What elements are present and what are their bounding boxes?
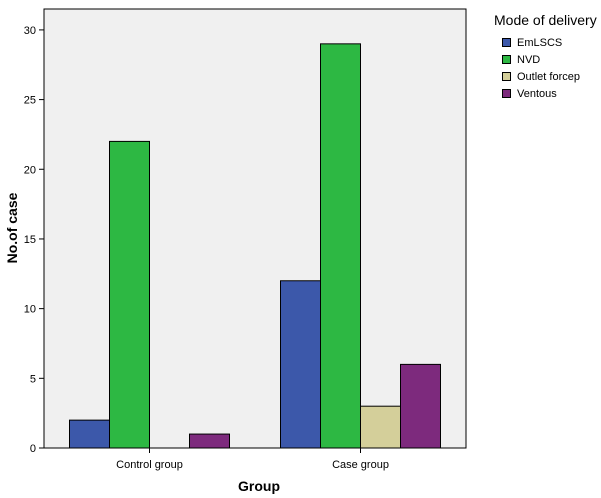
- y-tick-label: 5: [30, 373, 36, 385]
- bar-emlscs: [69, 419, 110, 449]
- bar-ventous: [189, 433, 230, 449]
- legend-swatch-outlet-forcep: [502, 72, 511, 81]
- legend-swatch-nvd: [502, 55, 511, 64]
- legend-item-ventous: Ventous: [502, 85, 597, 102]
- legend-label-ventous: Ventous: [517, 87, 557, 100]
- y-tick-label: 0: [30, 443, 36, 455]
- x-axis-title: Group: [238, 478, 280, 494]
- bar-ventous: [400, 363, 441, 449]
- y-tick-label: 30: [24, 25, 36, 37]
- x-tick-label: Case group: [332, 459, 389, 471]
- y-tick-label: 20: [24, 164, 36, 176]
- y-tick-label: 15: [24, 234, 36, 246]
- x-tick-label: Control group: [116, 459, 183, 471]
- legend-item-outlet-forcep: Outlet forcep: [502, 68, 597, 85]
- legend-swatch-ventous: [502, 89, 511, 98]
- bar-nvd: [320, 43, 361, 449]
- legend-item-nvd: NVD: [502, 51, 597, 68]
- bar-outlet-forcep: [360, 405, 401, 449]
- legend-label-outlet-forcep: Outlet forcep: [517, 70, 580, 83]
- bar-emlscs: [280, 280, 321, 449]
- bar-nvd: [109, 140, 150, 449]
- legend-item-emlscs: EmLSCS: [502, 34, 597, 51]
- legend-label-emlscs: EmLSCS: [517, 36, 563, 49]
- y-tick-label: 25: [24, 95, 36, 107]
- legend-swatch-emlscs: [502, 38, 511, 47]
- y-tick-label: 10: [24, 304, 36, 316]
- legend-label-nvd: NVD: [517, 53, 541, 66]
- y-axis-title: No.of case: [4, 192, 20, 263]
- legend-title: Mode of delivery: [494, 12, 597, 28]
- legend: Mode of delivery EmLSCS NVD Outlet force…: [494, 12, 597, 102]
